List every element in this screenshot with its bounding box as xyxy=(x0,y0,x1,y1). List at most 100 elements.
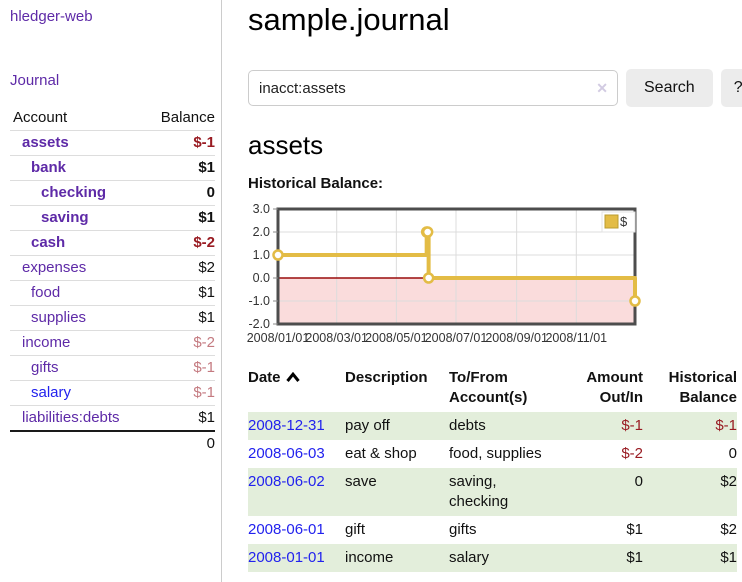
account-balance: $-1 xyxy=(144,355,215,381)
account-link-supplies[interactable]: supplies xyxy=(31,309,87,326)
account-link-checking[interactable]: checking xyxy=(41,184,107,201)
account-row: bank $1 xyxy=(10,155,215,181)
col-date-label: Date xyxy=(248,369,281,386)
account-link-expenses[interactable]: expenses xyxy=(22,259,87,276)
accounts-total-spacer xyxy=(10,430,145,456)
svg-text:-2.0: -2.0 xyxy=(248,317,270,331)
chart-title: Historical Balance: xyxy=(248,175,384,192)
svg-text:2008/05/01: 2008/05/01 xyxy=(365,331,428,345)
account-balance: $2 xyxy=(144,255,215,281)
col-date-sort[interactable]: Date xyxy=(248,366,345,412)
register-table-body: 2008-12-31 pay off debts $-1 $-1 2008-06-03 ea… xyxy=(248,412,737,572)
account-link-income[interactable]: income xyxy=(22,334,71,351)
account-row: gifts $-1 xyxy=(10,355,215,381)
transaction-description: income xyxy=(345,549,394,566)
accounts-total-row: 0 xyxy=(10,430,215,456)
account-row: supplies $1 xyxy=(10,305,215,331)
account-link-assets[interactable]: assets xyxy=(22,134,69,151)
account-heading: assets xyxy=(248,130,324,160)
register-row: 2008-06-01 gift gifts $1 $2 xyxy=(248,516,737,544)
svg-text:3.0: 3.0 xyxy=(253,202,270,216)
accounts-table-body: assets $-1 bank $1 checking 0 saving $1 cash $-2 e… xyxy=(10,130,215,431)
account-balance: $1 xyxy=(144,155,215,181)
account-balance: $-2 xyxy=(144,230,215,256)
accounts-col-balance: Balance xyxy=(160,109,215,126)
search-form: ✕ Search ? xyxy=(248,69,742,107)
account-link-liabilities-debts[interactable]: liabilities:debts xyxy=(22,409,120,426)
transaction-balance: $1 xyxy=(720,549,737,566)
transaction-accounts: gifts xyxy=(449,521,477,538)
transaction-amount: $1 xyxy=(626,521,643,538)
register-row: 2008-06-03 eat & shop food, supplies $-2 0 xyxy=(248,440,737,468)
account-balance: $1 xyxy=(144,405,215,431)
transaction-description: save xyxy=(345,473,377,490)
col-tofrom-accounts: To/From Account(s) xyxy=(449,369,528,406)
register-row: 2008-01-01 income salary $1 $1 xyxy=(248,544,737,572)
account-row: cash $-2 xyxy=(10,230,215,256)
help-button[interactable]: ? xyxy=(720,69,742,107)
app-title-link[interactable]: hledger-web xyxy=(10,8,93,25)
transaction-accounts: debts xyxy=(449,417,486,434)
accounts-table: Account Balance assets $-1 bank $1 checking 0… xyxy=(10,106,215,456)
account-balance: $1 xyxy=(144,305,215,331)
account-balance: $-1 xyxy=(144,380,215,406)
search-input[interactable] xyxy=(248,70,618,106)
clear-search-icon[interactable]: ✕ xyxy=(596,80,608,96)
transaction-accounts: saving, checking xyxy=(449,473,509,510)
transaction-description: eat & shop xyxy=(345,445,417,462)
svg-text:2008/01/01: 2008/01/01 xyxy=(247,331,310,345)
transaction-balance: $2 xyxy=(720,521,737,538)
transaction-balance: 0 xyxy=(728,445,737,462)
transaction-amount: $-1 xyxy=(621,417,643,434)
account-link-food[interactable]: food xyxy=(31,284,61,301)
svg-text:-1.0: -1.0 xyxy=(248,294,270,308)
svg-text:2008/09/01: 2008/09/01 xyxy=(485,331,548,345)
search-button[interactable]: Search xyxy=(626,69,713,107)
col-amount-outin: Amount Out/In xyxy=(586,369,643,406)
transaction-date-link[interactable]: 2008-06-01 xyxy=(248,521,325,538)
sort-ascending-icon xyxy=(285,371,300,382)
transaction-date-link[interactable]: 2008-01-01 xyxy=(248,549,325,566)
account-balance: $1 xyxy=(144,280,215,306)
svg-text:1.0: 1.0 xyxy=(253,248,270,262)
account-row: assets $-1 xyxy=(10,130,215,156)
register-header-row: Date Description To/From Account(s) Amou… xyxy=(248,366,737,412)
account-link-bank[interactable]: bank xyxy=(31,159,67,176)
account-balance: $-2 xyxy=(144,330,215,356)
account-row: food $1 xyxy=(10,280,215,306)
account-row: saving $1 xyxy=(10,205,215,231)
transaction-date-link[interactable]: 2008-06-03 xyxy=(248,445,325,462)
svg-text:2008/07/01: 2008/07/01 xyxy=(425,331,488,345)
transaction-accounts: salary xyxy=(449,549,490,566)
svg-text:$: $ xyxy=(620,214,628,229)
col-description: Description xyxy=(345,369,428,386)
account-row: expenses $2 xyxy=(10,255,215,281)
search-input-wrap: ✕ xyxy=(248,70,618,106)
svg-text:2008/03/01: 2008/03/01 xyxy=(305,331,368,345)
transaction-amount: $1 xyxy=(626,549,643,566)
accounts-header-row: Account Balance xyxy=(10,106,215,131)
register-row: 2008-06-02 save saving, checking 0 $2 xyxy=(248,468,737,516)
account-balance: 0 xyxy=(144,180,215,206)
transaction-amount: $-2 xyxy=(621,445,643,462)
col-historical-balance: Historical Balance xyxy=(668,369,737,406)
accounts-col-account: Account xyxy=(13,109,68,126)
account-link-cash[interactable]: cash xyxy=(31,234,66,251)
transaction-description: pay off xyxy=(345,417,390,434)
account-balance: $1 xyxy=(144,205,215,231)
account-row: liabilities:debts $1 xyxy=(10,405,215,431)
transaction-accounts: food, supplies xyxy=(449,445,542,462)
main-content: sample.journal ✕ Search ? assets Histori… xyxy=(222,0,742,582)
accounts-total-value: 0 xyxy=(144,430,215,456)
account-link-saving[interactable]: saving xyxy=(41,209,89,226)
transaction-description: gift xyxy=(345,521,366,538)
account-link-salary[interactable]: salary xyxy=(31,384,72,401)
transaction-balance: $2 xyxy=(720,473,737,490)
sidebar-item-journal[interactable]: Journal xyxy=(10,72,60,89)
svg-text:2.0: 2.0 xyxy=(253,225,270,239)
transaction-date-link[interactable]: 2008-06-02 xyxy=(248,473,325,490)
transaction-date-link[interactable]: 2008-12-31 xyxy=(248,417,325,434)
account-link-gifts[interactable]: gifts xyxy=(31,359,59,376)
account-row: income $-2 xyxy=(10,330,215,356)
